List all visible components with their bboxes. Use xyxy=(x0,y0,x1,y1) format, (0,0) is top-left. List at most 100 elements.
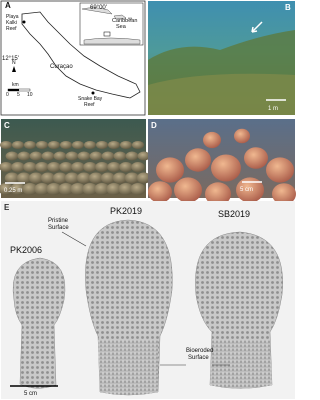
coral xyxy=(124,172,140,184)
coral xyxy=(84,141,96,149)
pointer xyxy=(61,231,87,247)
island-outline xyxy=(21,11,141,99)
panel-d: D 5 cm xyxy=(148,119,296,206)
site-marker xyxy=(22,20,26,24)
panel-label: D xyxy=(151,121,157,130)
scale-tick: 5 xyxy=(17,92,20,98)
coral xyxy=(28,172,44,184)
scale-tick: 10 xyxy=(27,92,33,98)
site-label: Playa xyxy=(6,14,19,20)
coral xyxy=(47,162,61,172)
coral xyxy=(29,151,43,161)
site-label: Kalki xyxy=(6,20,17,26)
coral xyxy=(203,131,221,149)
coral xyxy=(24,141,36,149)
coral xyxy=(12,141,24,149)
scale-unit: km xyxy=(12,82,19,88)
panel-c: C 0.25 m xyxy=(0,119,152,198)
coral xyxy=(40,172,56,184)
coral xyxy=(131,162,145,172)
scale-label: 0.25 m xyxy=(4,188,22,194)
coral xyxy=(72,141,84,149)
coral xyxy=(272,183,296,205)
coral xyxy=(48,141,60,149)
reef xyxy=(148,73,295,115)
north-label: N xyxy=(12,60,16,66)
annotation: Surface xyxy=(188,355,209,361)
coral xyxy=(41,151,55,161)
coral xyxy=(108,141,120,149)
coral xyxy=(120,141,132,149)
panel-e: E PK2006 PK2019 SB2019 Pristine Surface … xyxy=(1,201,295,399)
coral xyxy=(59,162,73,172)
coral xyxy=(119,162,133,172)
panel-a: A 69°00' 12°15' Playa Kalki Reef Curaçao… xyxy=(0,0,146,116)
coral xyxy=(0,162,13,172)
specimen xyxy=(12,257,66,389)
panel-label: A xyxy=(5,1,11,10)
coral xyxy=(136,172,152,184)
coral xyxy=(118,183,134,195)
coral xyxy=(83,162,97,172)
inset-locator xyxy=(103,31,111,37)
coral xyxy=(205,182,231,206)
coral xyxy=(185,148,211,172)
coral xyxy=(156,157,184,183)
site-marker xyxy=(91,91,95,95)
inset-label: Sea xyxy=(116,24,127,30)
coral xyxy=(36,141,48,149)
specimen-label: PK2006 xyxy=(10,245,42,255)
coral xyxy=(236,177,264,203)
coral xyxy=(125,151,139,161)
coral xyxy=(76,172,92,184)
scale-label: 5 cm xyxy=(240,187,253,193)
coral xyxy=(132,141,144,149)
coral xyxy=(10,183,26,195)
specimen-label: SB2019 xyxy=(218,209,250,219)
coral xyxy=(211,154,241,182)
inset-land xyxy=(81,7,141,45)
annotation: Bioeroded xyxy=(186,348,213,354)
scale-label: 1 m xyxy=(268,106,278,112)
coral xyxy=(244,147,268,169)
coral xyxy=(148,181,172,203)
coral xyxy=(5,151,19,161)
bioeroded-area xyxy=(98,340,158,395)
coral xyxy=(35,162,49,172)
coral xyxy=(95,162,109,172)
brain-corals xyxy=(148,128,296,206)
coral xyxy=(96,141,108,149)
panel-label: B xyxy=(285,3,291,12)
site-label: Reef xyxy=(84,102,95,108)
inset-label: Caribbean xyxy=(112,18,137,24)
coral xyxy=(100,172,116,184)
panel-label: E xyxy=(4,203,10,212)
annotation: Surface xyxy=(48,225,69,231)
coral xyxy=(0,183,14,195)
coral xyxy=(101,151,115,161)
coral xyxy=(52,172,68,184)
coral xyxy=(89,151,103,161)
panel-label: C xyxy=(4,121,10,130)
figure: A 69°00' 12°15' Playa Kalki Reef Curaçao… xyxy=(0,0,296,399)
longitude: 69°00' xyxy=(90,5,107,11)
scale-label: 5 cm xyxy=(24,391,37,397)
coral xyxy=(137,151,151,161)
scale-tick: 0 xyxy=(6,92,9,98)
coral xyxy=(70,183,86,195)
coral-heads xyxy=(0,141,152,195)
arrow xyxy=(251,21,263,33)
coral xyxy=(107,162,121,172)
coral xyxy=(16,172,32,184)
coral xyxy=(113,151,127,161)
coral xyxy=(64,172,80,184)
latitude: 12°15' xyxy=(2,56,19,62)
site-label: Snake Bay xyxy=(78,96,103,102)
coral xyxy=(53,151,67,161)
coral xyxy=(112,172,128,184)
coral xyxy=(266,157,294,183)
panel-b: B 1 m xyxy=(148,1,295,115)
coral xyxy=(77,151,91,161)
coral xyxy=(65,151,79,161)
coral xyxy=(22,183,38,195)
